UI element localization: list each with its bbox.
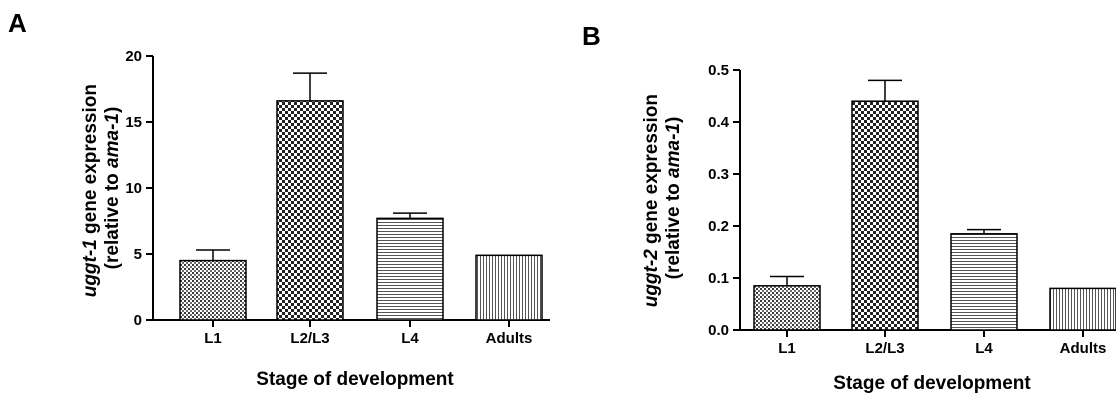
y-tick-label: 0.5 (708, 62, 729, 79)
y-tick-label: 5 (134, 246, 142, 263)
x-axis-title: Stage of development (833, 373, 1031, 394)
y-tick-label: 0.2 (708, 218, 729, 235)
y-axis-title-line2-suffix: ) (663, 117, 684, 123)
y-axis-title-line1: gene expression (80, 84, 101, 239)
y-axis-title-line2-prefix: (relative to (663, 178, 684, 279)
x-tick-label: L1 (204, 330, 222, 347)
y-axis-reference-gene: ama-1 (102, 113, 123, 168)
y-tick-label: 10 (125, 180, 142, 197)
x-tick-label: L1 (778, 340, 796, 357)
y-axis-title-line1: gene expression (641, 94, 662, 249)
y-axis-title: uggt-2 gene expression (relative to ama-… (641, 89, 684, 308)
y-tick-label: 0.1 (708, 270, 729, 287)
bar-l2-l3 (851, 100, 919, 331)
x-tick-label: L4 (975, 340, 993, 357)
panel-label: A (8, 8, 27, 38)
y-tick-label: 0.4 (708, 114, 730, 131)
bar-l1 (179, 259, 247, 321)
y-tick-label: 0 (134, 312, 142, 329)
y-tick-label: 15 (125, 114, 142, 131)
chart-panel-a: A 0 5 10 15 20 L1 L2/L3 L4 Adults uggt-1 gene ex… (8, 8, 550, 390)
y-axis-title-line2-suffix: ) (102, 107, 123, 113)
chart-panel-b: B 0.0 0.1 0.2 0.3 0.4 0.5 L1 L2/L3 L4 Adults uggt… (582, 21, 1116, 394)
x-tick-label: L4 (401, 330, 419, 347)
panel-label: B (582, 21, 601, 51)
bar-l2-l3 (276, 100, 344, 321)
y-axis-gene: uggt-2 (641, 249, 662, 307)
y-tick-label: 0.0 (708, 322, 729, 339)
bar-adults (1049, 287, 1116, 331)
bar-adults (475, 254, 543, 321)
bar-l1 (753, 285, 821, 331)
bar-l4 (950, 233, 1018, 331)
y-tick-label: 20 (125, 48, 142, 65)
y-tick-label: 0.3 (708, 166, 729, 183)
x-tick-label: Adults (486, 330, 533, 347)
x-tick-label: Adults (1060, 340, 1107, 357)
y-axis-gene: uggt-1 (80, 239, 101, 297)
y-axis-title-line2-prefix: (relative to (102, 168, 123, 269)
y-axis-reference-gene: ama-1 (663, 123, 684, 178)
x-tick-label: L2/L3 (290, 330, 329, 347)
y-axis-title: uggt-1 gene expression (relative to ama-… (80, 79, 123, 298)
x-tick-label: L2/L3 (865, 340, 904, 357)
bar-l4 (376, 217, 444, 321)
x-axis-title: Stage of development (256, 369, 454, 390)
